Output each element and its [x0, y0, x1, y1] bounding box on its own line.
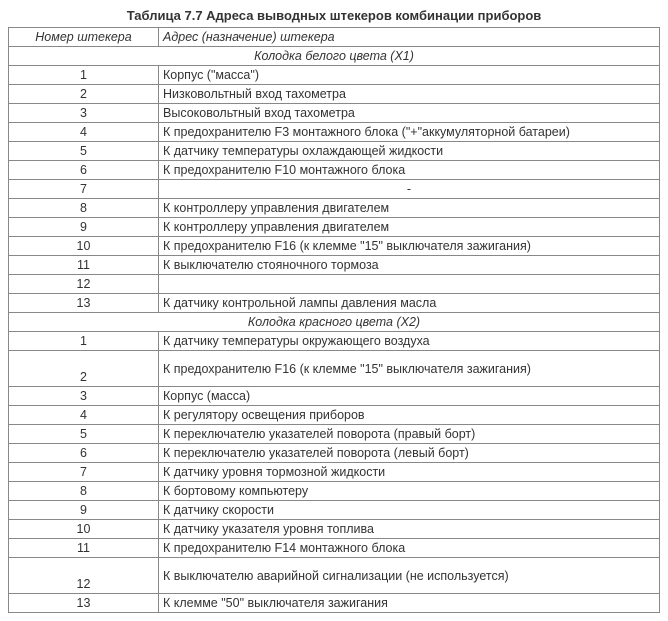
- cell-desc: К переключателю указателей поворота (лев…: [159, 444, 660, 463]
- cell-num: 13: [9, 294, 159, 313]
- row-x1-5: 6К предохранителю F10 монтажного блока: [9, 161, 660, 180]
- cell-desc: Низковольтный вход тахометра: [159, 85, 660, 104]
- cell-num: 10: [9, 237, 159, 256]
- row-x2-2: 3Корпус (масса): [9, 387, 660, 406]
- row-x1-10: 11К выключателю стояночного тормоза: [9, 256, 660, 275]
- row-x2-3: 4К регулятору освещения приборов: [9, 406, 660, 425]
- cell-desc: К предохранителю F16 (к клемме "15" выкл…: [159, 351, 660, 387]
- row-x2-11: 12К выключателю аварийной сигнализации (…: [9, 558, 660, 594]
- cell-num: 12: [9, 558, 159, 594]
- cell-num: 2: [9, 85, 159, 104]
- header-num: Номер штекера: [9, 28, 159, 47]
- cell-desc: К предохранителю F10 монтажного блока: [159, 161, 660, 180]
- cell-desc: К датчику скорости: [159, 501, 660, 520]
- cell-desc: К предохранителю F3 монтажного блока ("+…: [159, 123, 660, 142]
- cell-num: 9: [9, 501, 159, 520]
- cell-desc: -: [159, 180, 660, 199]
- cell-num: 11: [9, 539, 159, 558]
- cell-num: 8: [9, 482, 159, 501]
- row-x1-12: 13К датчику контрольной лампы давления м…: [9, 294, 660, 313]
- cell-num: 3: [9, 104, 159, 123]
- cell-desc: К контроллеру управления двигателем: [159, 218, 660, 237]
- row-x2-5: 6К переключателю указателей поворота (ле…: [9, 444, 660, 463]
- cell-desc: К контроллеру управления двигателем: [159, 199, 660, 218]
- cell-num: 9: [9, 218, 159, 237]
- cell-desc: К датчику уровня тормозной жидкости: [159, 463, 660, 482]
- row-x1-8: 9К контроллеру управления двигателем: [9, 218, 660, 237]
- cell-desc: Корпус (масса): [159, 387, 660, 406]
- cell-desc: К предохранителю F16 (к клемме "15" выкл…: [159, 237, 660, 256]
- cell-num: 11: [9, 256, 159, 275]
- row-x2-1: 2К предохранителю F16 (к клемме "15" вык…: [9, 351, 660, 387]
- row-x2-12: 13К клемме "50" выключателя зажигания: [9, 594, 660, 613]
- connector-table: Номер штекера Адрес (назначение) штекера…: [8, 27, 660, 613]
- section-x2: Колодка красного цвета (Х2): [9, 313, 660, 332]
- row-x2-8: 9К датчику скорости: [9, 501, 660, 520]
- row-x2-9: 10К датчику указателя уровня топлива: [9, 520, 660, 539]
- cell-desc: К клемме "50" выключателя зажигания: [159, 594, 660, 613]
- row-x1-1: 2Низковольтный вход тахометра: [9, 85, 660, 104]
- cell-num: 13: [9, 594, 159, 613]
- cell-num: 6: [9, 444, 159, 463]
- row-x2-7: 8К бортовому компьютеру: [9, 482, 660, 501]
- cell-num: 6: [9, 161, 159, 180]
- cell-num: 4: [9, 406, 159, 425]
- cell-desc: К датчику температуры охлаждающей жидкос…: [159, 142, 660, 161]
- cell-num: 1: [9, 66, 159, 85]
- cell-num: 1: [9, 332, 159, 351]
- cell-desc: К переключателю указателей поворота (пра…: [159, 425, 660, 444]
- cell-desc: К выключателю аварийной сигнализации (не…: [159, 558, 660, 594]
- cell-num: 5: [9, 142, 159, 161]
- cell-desc: К датчику контрольной лампы давления мас…: [159, 294, 660, 313]
- cell-desc: К датчику температуры окружающего воздух…: [159, 332, 660, 351]
- section-x1-cell: Колодка белого цвета (Х1): [9, 47, 660, 66]
- header-desc: Адрес (назначение) штекера: [159, 28, 660, 47]
- row-x2-0: 1К датчику температуры окружающего возду…: [9, 332, 660, 351]
- cell-desc: К регулятору освещения приборов: [159, 406, 660, 425]
- row-x1-4: 5К датчику температуры охлаждающей жидко…: [9, 142, 660, 161]
- cell-desc: К бортовому компьютеру: [159, 482, 660, 501]
- row-x2-6: 7К датчику уровня тормозной жидкости: [9, 463, 660, 482]
- cell-num: 10: [9, 520, 159, 539]
- cell-desc: К датчику указателя уровня топлива: [159, 520, 660, 539]
- cell-num: 12: [9, 275, 159, 294]
- row-x1-9: 10К предохранителю F16 (к клемме "15" вы…: [9, 237, 660, 256]
- cell-num: 5: [9, 425, 159, 444]
- row-x1-6: 7-: [9, 180, 660, 199]
- cell-num: 3: [9, 387, 159, 406]
- cell-desc: Корпус ("масса"): [159, 66, 660, 85]
- cell-num: 4: [9, 123, 159, 142]
- row-x1-0: 1Корпус ("масса"): [9, 66, 660, 85]
- cell-desc: [159, 275, 660, 294]
- row-x1-3: 4К предохранителю F3 монтажного блока ("…: [9, 123, 660, 142]
- row-x1-2: 3Высоковольтный вход тахометра: [9, 104, 660, 123]
- section-x2-cell: Колодка красного цвета (Х2): [9, 313, 660, 332]
- cell-desc: К выключателю стояночного тормоза: [159, 256, 660, 275]
- cell-num: 8: [9, 199, 159, 218]
- cell-desc: Высоковольтный вход тахометра: [159, 104, 660, 123]
- cell-num: 7: [9, 463, 159, 482]
- cell-num: 2: [9, 351, 159, 387]
- row-x2-4: 5К переключателю указателей поворота (пр…: [9, 425, 660, 444]
- row-x1-11: 12: [9, 275, 660, 294]
- header-row: Номер штекера Адрес (назначение) штекера: [9, 28, 660, 47]
- section-x1: Колодка белого цвета (Х1): [9, 47, 660, 66]
- table-title: Таблица 7.7 Адреса выводных штекеров ком…: [8, 8, 660, 23]
- cell-desc: К предохранителю F14 монтажного блока: [159, 539, 660, 558]
- row-x2-10: 11К предохранителю F14 монтажного блока: [9, 539, 660, 558]
- row-x1-7: 8К контроллеру управления двигателем: [9, 199, 660, 218]
- cell-num: 7: [9, 180, 159, 199]
